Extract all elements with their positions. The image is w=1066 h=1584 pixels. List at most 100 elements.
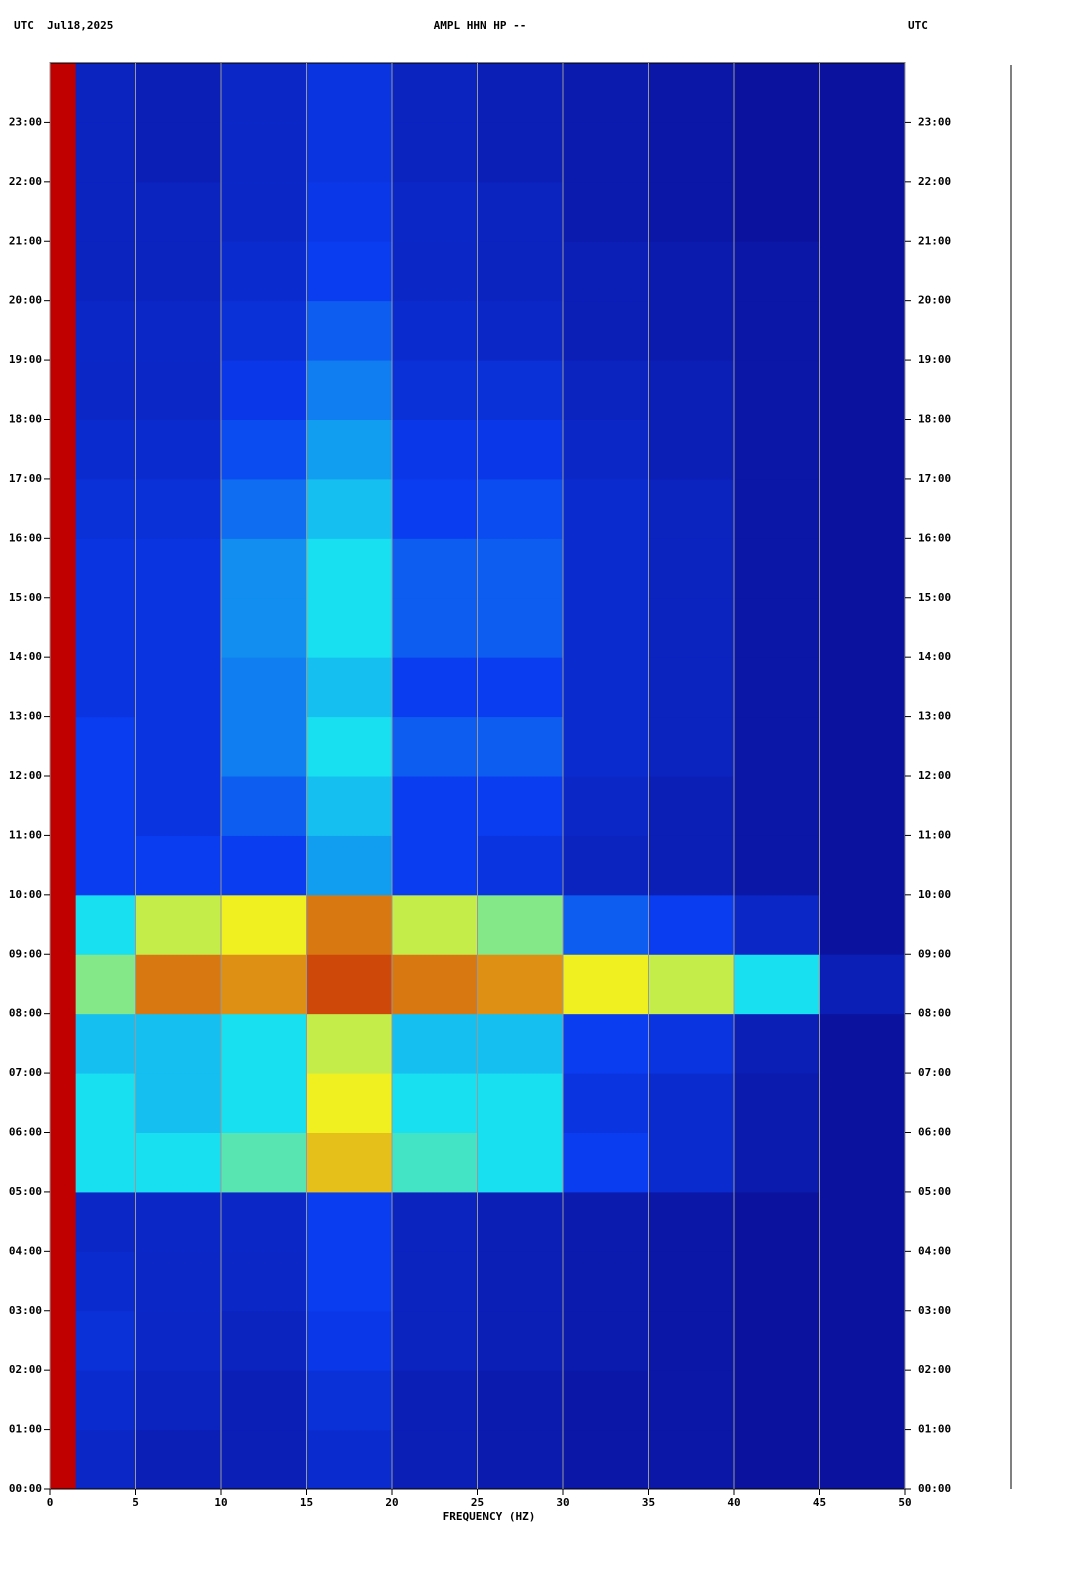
heatmap-cell <box>648 241 735 302</box>
heatmap-cell <box>563 181 649 242</box>
x-axis-label: FREQUENCY (HZ) <box>443 1510 536 1523</box>
heatmap-cell <box>135 1191 222 1252</box>
y-tick-label-right: 09:00 <box>918 947 951 960</box>
y-tick-label: 05:00 <box>9 1185 42 1198</box>
heatmap-cell <box>135 776 222 836</box>
x-tick-label: 40 <box>727 1496 740 1509</box>
heatmap-cell <box>306 63 393 123</box>
heatmap-cell <box>563 478 649 539</box>
heatmap-cell <box>135 1132 222 1193</box>
heatmap-cell <box>50 1370 77 1431</box>
heatmap-cell <box>477 478 564 539</box>
heatmap-cell <box>477 63 564 123</box>
heatmap-cell <box>135 894 222 955</box>
heatmap-cell <box>221 1013 307 1074</box>
heatmap-cell <box>648 835 735 896</box>
x-tick-label: 15 <box>300 1496 313 1509</box>
heatmap-cell <box>221 538 307 599</box>
heatmap-cell <box>563 1073 649 1133</box>
heatmap-cell <box>563 776 649 836</box>
heatmap-cell <box>50 478 77 539</box>
heatmap-cell <box>563 419 649 480</box>
heatmap-cell <box>221 1132 307 1193</box>
heatmap-cell <box>648 1310 735 1371</box>
x-tick-label: 25 <box>471 1496 484 1509</box>
heatmap-cell <box>819 300 906 361</box>
heatmap-cell <box>392 181 478 242</box>
heatmap-cell <box>734 241 820 302</box>
x-tick-label: 20 <box>385 1496 398 1509</box>
heatmap-cell <box>135 1310 222 1371</box>
heatmap-cell <box>306 419 393 480</box>
y-tick-label-right: 19:00 <box>918 353 951 366</box>
heatmap-cell <box>392 1310 478 1371</box>
heatmap-cell <box>648 894 735 955</box>
y-tick-label: 03:00 <box>9 1304 42 1317</box>
heatmap-cell <box>75 300 136 361</box>
heatmap-cell <box>221 657 307 718</box>
heatmap-cell <box>75 181 136 242</box>
heatmap-cell <box>306 300 393 361</box>
heatmap-cell <box>648 597 735 658</box>
heatmap-cell <box>819 122 906 183</box>
heatmap-cell <box>306 597 393 658</box>
heatmap-cell <box>563 538 649 599</box>
heatmap-cell <box>306 776 393 836</box>
heatmap-cell <box>221 1429 307 1490</box>
heatmap-cell <box>135 1429 222 1490</box>
heatmap-cell <box>819 1429 906 1490</box>
y-tick-label: 10:00 <box>9 888 42 901</box>
heatmap-cell <box>477 657 564 718</box>
heatmap-cell <box>221 835 307 896</box>
heatmap-cell <box>135 360 222 420</box>
y-tick-label-right: 08:00 <box>918 1007 951 1020</box>
heatmap-cell <box>734 1251 820 1312</box>
y-tick-label: 07:00 <box>9 1066 42 1079</box>
heatmap-cell <box>477 1191 564 1252</box>
heatmap-cell <box>392 1370 478 1431</box>
x-tick-label: 30 <box>556 1496 569 1509</box>
heatmap-cell <box>135 835 222 896</box>
chart-title: AMPL HHN HP -- <box>434 19 527 32</box>
heatmap-cell <box>306 835 393 896</box>
y-tick-label-right: 20:00 <box>918 294 951 307</box>
y-tick-label: 19:00 <box>9 353 42 366</box>
heatmap-cell <box>819 419 906 480</box>
heatmap-cell <box>135 716 222 777</box>
heatmap-cell <box>734 538 820 599</box>
heatmap-cell <box>819 1132 906 1193</box>
heatmap-cell <box>477 1013 564 1074</box>
heatmap-cell <box>50 181 77 242</box>
heatmap-cell <box>75 122 136 183</box>
heatmap-cell <box>50 538 77 599</box>
heatmap-cell <box>563 1191 649 1252</box>
heatmap-cell <box>648 122 735 183</box>
heatmap-cell <box>392 538 478 599</box>
heatmap-cell <box>734 954 820 1015</box>
heatmap-cell <box>819 597 906 658</box>
heatmap-cell <box>392 776 478 836</box>
heatmap-cell <box>477 1370 564 1431</box>
heatmap-cell <box>392 419 478 480</box>
heatmap-cell <box>648 300 735 361</box>
y-tick-label: 00:00 <box>9 1482 42 1495</box>
heatmap-cell <box>306 954 393 1015</box>
heatmap-cell <box>306 1429 393 1490</box>
heatmap-cell <box>50 241 77 302</box>
heatmap-cell <box>392 241 478 302</box>
heatmap-cell <box>50 776 77 836</box>
heatmap-cell <box>135 181 222 242</box>
heatmap-cell <box>477 716 564 777</box>
heatmap-cell <box>221 597 307 658</box>
heatmap-cell <box>648 657 735 718</box>
heatmap-cell <box>75 657 136 718</box>
heatmap-cell <box>135 478 222 539</box>
y-tick-label: 09:00 <box>9 947 42 960</box>
heatmap-cell <box>734 597 820 658</box>
y-tick-label: 01:00 <box>9 1423 42 1436</box>
heatmap-cell <box>135 597 222 658</box>
heatmap-cell <box>819 63 906 123</box>
heatmap-cell <box>734 1429 820 1490</box>
heatmap-cell <box>75 894 136 955</box>
heatmap-cell <box>50 1251 77 1312</box>
